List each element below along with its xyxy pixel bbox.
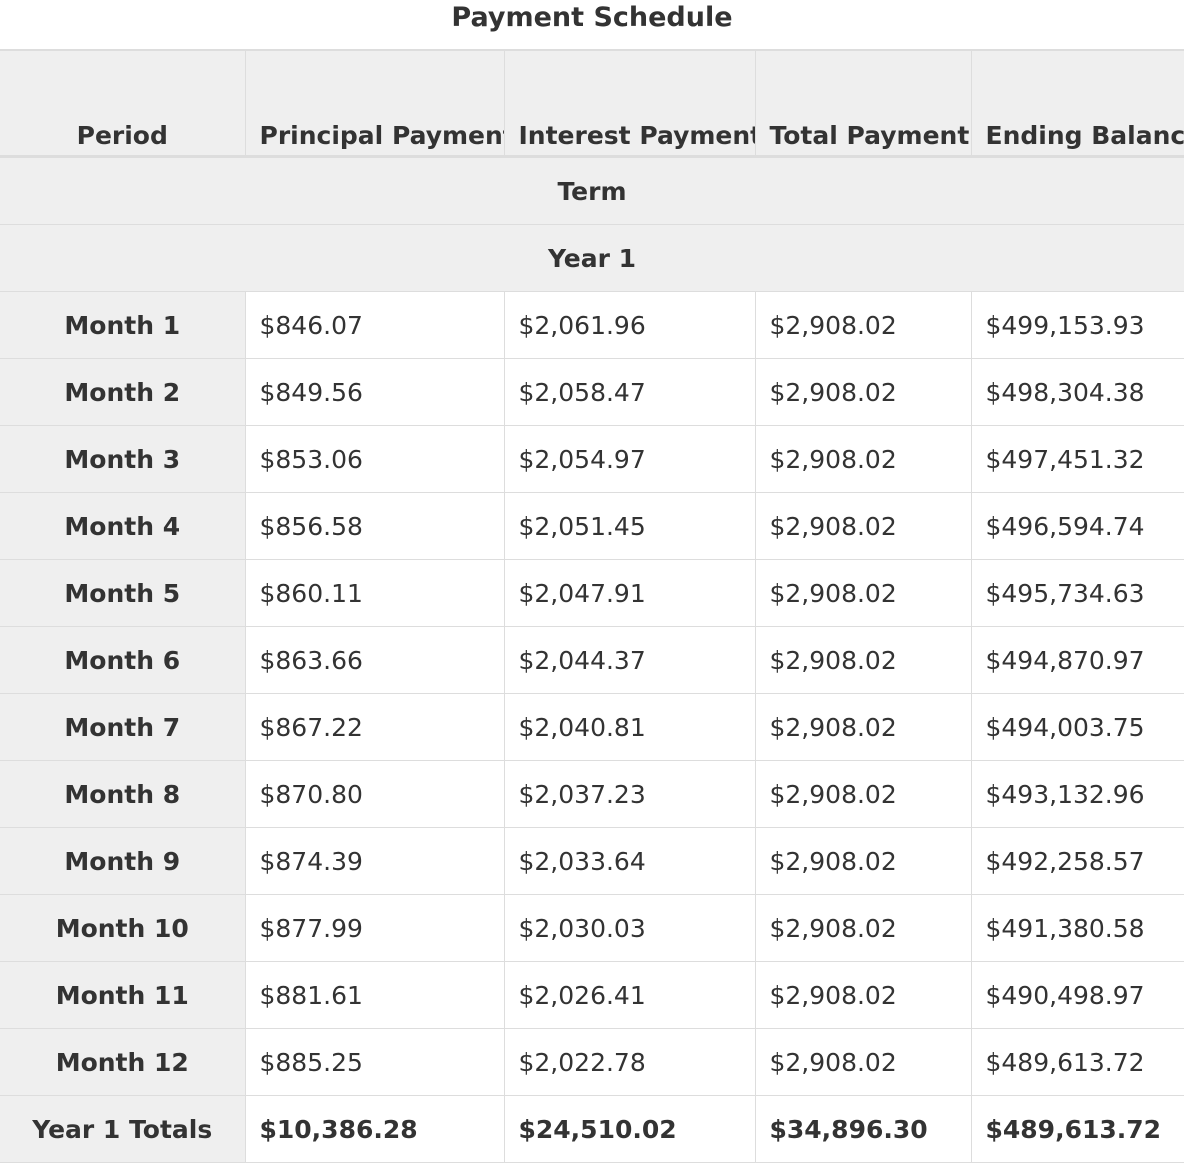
total-cell: $2,908.02	[754, 760, 972, 828]
column-header-ending: Ending Balance	[970, 49, 1184, 158]
principal-cell: $885.25	[244, 1028, 505, 1096]
principal-cell: $860.11	[244, 559, 505, 627]
table-row: Month 3 $853.06 $2,054.97 $2,908.02 $497…	[0, 425, 1184, 493]
total-cell: $2,908.02	[754, 827, 972, 895]
table-row: Month 2 $849.56 $2,058.47 $2,908.02 $498…	[0, 358, 1184, 426]
total-cell: $2,908.02	[754, 1028, 972, 1096]
interest-cell: $2,061.96	[503, 291, 756, 359]
ending-balance-cell: $489,613.72	[970, 1028, 1184, 1096]
total-cell: $2,908.02	[754, 626, 972, 694]
ending-balance-cell: $490,498.97	[970, 961, 1184, 1029]
interest-cell: $2,054.97	[503, 425, 756, 493]
ending-balance-cell: $494,870.97	[970, 626, 1184, 694]
totals-period-cell: Year 1 Totals	[0, 1095, 246, 1163]
totals-ending-balance-cell: $489,613.72	[970, 1095, 1184, 1163]
ending-balance-cell: $494,003.75	[970, 693, 1184, 761]
term-label: Term	[0, 156, 1184, 225]
total-cell: $2,908.02	[754, 894, 972, 962]
total-cell: $2,908.02	[754, 358, 972, 426]
period-cell: Month 2	[0, 358, 246, 426]
period-cell: Month 6	[0, 626, 246, 694]
principal-cell: $877.99	[244, 894, 505, 962]
period-cell: Month 12	[0, 1028, 246, 1096]
table-row: Month 7 $867.22 $2,040.81 $2,908.02 $494…	[0, 693, 1184, 761]
principal-cell: $856.58	[244, 492, 505, 560]
principal-cell: $846.07	[244, 291, 505, 359]
table-row: Month 9 $874.39 $2,033.64 $2,908.02 $492…	[0, 827, 1184, 895]
table-row: Month 10 $877.99 $2,030.03 $2,908.02 $49…	[0, 894, 1184, 962]
ending-balance-cell: $491,380.58	[970, 894, 1184, 962]
interest-cell: $2,040.81	[503, 693, 756, 761]
table-row: Month 4 $856.58 $2,051.45 $2,908.02 $496…	[0, 492, 1184, 560]
interest-cell: $2,033.64	[503, 827, 756, 895]
period-cell: Month 10	[0, 894, 246, 962]
interest-cell: $2,047.91	[503, 559, 756, 627]
interest-cell: $2,051.45	[503, 492, 756, 560]
total-cell: $2,908.02	[754, 492, 972, 560]
column-header-period: Period	[0, 49, 246, 158]
principal-cell: $874.39	[244, 827, 505, 895]
interest-cell: $2,037.23	[503, 760, 756, 828]
table-row: Month 12 $885.25 $2,022.78 $2,908.02 $48…	[0, 1028, 1184, 1096]
ending-balance-cell: $498,304.38	[970, 358, 1184, 426]
total-cell: $2,908.02	[754, 291, 972, 359]
ending-balance-cell: $493,132.96	[970, 760, 1184, 828]
interest-cell: $2,026.41	[503, 961, 756, 1029]
principal-cell: $867.22	[244, 693, 505, 761]
table-row: Month 5 $860.11 $2,047.91 $2,908.02 $495…	[0, 559, 1184, 627]
interest-cell: $2,044.37	[503, 626, 756, 694]
period-cell: Month 4	[0, 492, 246, 560]
interest-cell: $2,022.78	[503, 1028, 756, 1096]
ending-balance-cell: $499,153.93	[970, 291, 1184, 359]
ending-balance-cell: $492,258.57	[970, 827, 1184, 895]
period-cell: Month 3	[0, 425, 246, 493]
ending-balance-cell: $497,451.32	[970, 425, 1184, 493]
table-row: Month 1 $846.07 $2,061.96 $2,908.02 $499…	[0, 291, 1184, 359]
total-cell: $2,908.02	[754, 559, 972, 627]
total-cell: $2,908.02	[754, 961, 972, 1029]
ending-balance-cell: $496,594.74	[970, 492, 1184, 560]
period-cell: Month 11	[0, 961, 246, 1029]
column-header-principal: Principal Payment	[244, 49, 505, 158]
period-cell: Month 8	[0, 760, 246, 828]
column-header-total: Total Payment	[754, 49, 972, 158]
period-cell: Month 7	[0, 693, 246, 761]
table-row: Month 6 $863.66 $2,044.37 $2,908.02 $494…	[0, 626, 1184, 694]
totals-interest-cell: $24,510.02	[503, 1095, 756, 1163]
header-row: Period Principal Payment Interest Paymen…	[0, 49, 1184, 158]
principal-cell: $870.80	[244, 760, 505, 828]
totals-principal-cell: $10,386.28	[244, 1095, 505, 1163]
year-group-row: Year 1	[0, 224, 1184, 292]
principal-cell: $849.56	[244, 358, 505, 426]
term-group-row: Term	[0, 156, 1184, 225]
page-title: Payment Schedule	[451, 2, 733, 33]
total-cell: $2,908.02	[754, 693, 972, 761]
totals-total-cell: $34,896.30	[754, 1095, 972, 1163]
interest-cell: $2,058.47	[503, 358, 756, 426]
year-label: Year 1	[0, 224, 1184, 292]
table-row: Month 11 $881.61 $2,026.41 $2,908.02 $49…	[0, 961, 1184, 1029]
principal-cell: $863.66	[244, 626, 505, 694]
payment-schedule-table: Period Principal Payment Interest Paymen…	[0, 49, 1184, 1163]
table-row: Month 8 $870.80 $2,037.23 $2,908.02 $493…	[0, 760, 1184, 828]
period-cell: Month 9	[0, 827, 246, 895]
principal-cell: $853.06	[244, 425, 505, 493]
column-header-interest: Interest Payment	[503, 49, 756, 158]
interest-cell: $2,030.03	[503, 894, 756, 962]
period-cell: Month 1	[0, 291, 246, 359]
total-cell: $2,908.02	[754, 425, 972, 493]
totals-row: Year 1 Totals $10,386.28 $24,510.02 $34,…	[0, 1095, 1184, 1163]
principal-cell: $881.61	[244, 961, 505, 1029]
period-cell: Month 5	[0, 559, 246, 627]
ending-balance-cell: $495,734.63	[970, 559, 1184, 627]
